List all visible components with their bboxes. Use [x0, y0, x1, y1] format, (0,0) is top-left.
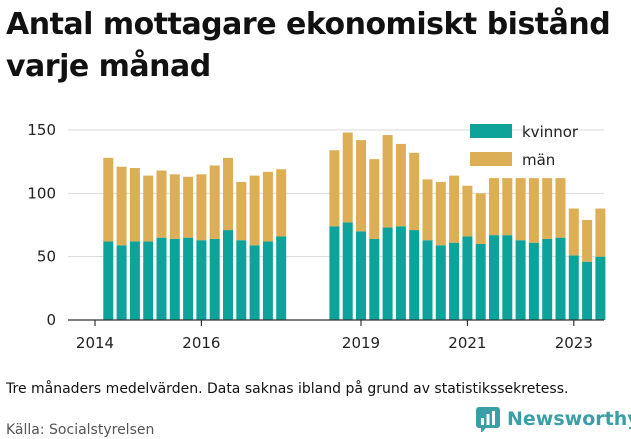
bar-kvinnor — [515, 240, 526, 320]
bar-kvinnor — [236, 240, 247, 320]
bar-man — [103, 157, 114, 242]
bar-kvinnor — [595, 256, 606, 320]
legend-label-man: män — [522, 151, 555, 169]
chart-note: Tre månaders medelvärden. Data saknas ib… — [6, 381, 569, 397]
newsworthy-logo: Newsworthy — [475, 406, 631, 432]
bar-kvinnor — [449, 242, 460, 320]
bar-kvinnor — [262, 241, 273, 320]
bar-man — [143, 175, 154, 242]
bar-kvinnor — [209, 238, 220, 320]
x-tick-label: 2014 — [76, 334, 114, 352]
bar-man — [342, 132, 353, 223]
bar-kvinnor — [143, 241, 154, 320]
x-tick-label: 2021 — [448, 334, 486, 352]
bar-man — [475, 193, 486, 244]
bar-man — [369, 159, 380, 239]
bar-kvinnor — [489, 235, 499, 320]
bar-man — [169, 174, 180, 239]
bar-man — [462, 185, 473, 237]
bar-kvinnor — [502, 235, 513, 320]
legend-swatch-kvinnor — [470, 124, 512, 138]
bar-kvinnor — [395, 226, 406, 320]
bar-man — [129, 168, 140, 242]
bars — [103, 132, 606, 320]
bar-man — [196, 174, 207, 241]
bar-kvinnor — [422, 240, 433, 320]
bar-kvinnor — [475, 244, 486, 320]
bar-kvinnor — [582, 261, 593, 320]
bar-kvinnor — [129, 241, 140, 320]
bar-man — [329, 150, 340, 227]
bar-man — [422, 179, 433, 241]
y-tick-label: 0 — [46, 311, 56, 329]
bar-kvinnor — [356, 231, 366, 320]
y-axis-labels: 0 50 100 150 — [27, 121, 56, 329]
bar-kvinnor — [382, 227, 393, 320]
bar-man — [502, 178, 513, 236]
bar-man — [209, 165, 220, 239]
bar-man — [595, 208, 606, 257]
legend-swatch-man — [470, 152, 512, 166]
bar-man — [555, 178, 566, 238]
x-tick-label: 2016 — [182, 334, 220, 352]
chart-source: Källa: Socialstyrelsen — [6, 422, 155, 438]
bar-kvinnor — [528, 242, 539, 320]
bar-man — [395, 143, 406, 227]
bar-man — [156, 170, 167, 238]
newsworthy-logo-icon — [476, 407, 500, 432]
bar-man — [262, 171, 273, 242]
chart: 0 50 100 150 2014 2016 2019 2021 2023 kvinnor m… — [27, 121, 606, 352]
bar-man — [236, 181, 247, 241]
bar-kvinnor — [276, 236, 287, 320]
bar-kvinnor — [369, 238, 380, 320]
legend-label-kvinnor: kvinnor — [522, 123, 579, 141]
bar-kvinnor — [183, 237, 194, 320]
bar-man — [223, 157, 233, 231]
bar-man — [409, 152, 420, 231]
y-tick-label: 50 — [37, 248, 56, 266]
bar-man — [249, 175, 260, 246]
bar-man — [449, 175, 460, 243]
y-tick-label: 150 — [27, 121, 56, 139]
bar-kvinnor — [568, 255, 579, 320]
bar-kvinnor — [156, 237, 167, 320]
bar-kvinnor — [196, 240, 207, 320]
bar-kvinnor — [542, 238, 553, 320]
bar-kvinnor — [116, 245, 127, 320]
bar-man — [276, 169, 287, 237]
bar-kvinnor — [342, 222, 353, 320]
bar-kvinnor — [435, 245, 446, 320]
bar-man — [382, 135, 393, 228]
bar-man — [568, 208, 579, 256]
bar-man — [435, 181, 446, 246]
bar-kvinnor — [462, 236, 473, 320]
x-tick-label: 2019 — [342, 334, 380, 352]
bar-man — [542, 178, 553, 239]
legend: kvinnor män — [470, 123, 579, 169]
bar-kvinnor — [249, 245, 260, 320]
x-axis: 2014 2016 2019 2021 2023 — [68, 319, 604, 352]
bar-man — [116, 166, 127, 246]
bar-kvinnor — [329, 226, 340, 320]
bar-man — [528, 178, 539, 243]
bar-kvinnor — [169, 238, 180, 320]
chart-title: Antal mottagare ekonomiskt bistånd varje… — [6, 7, 611, 84]
x-tick-label: 2023 — [555, 334, 593, 352]
bar-man — [183, 176, 194, 238]
bar-kvinnor — [555, 237, 566, 320]
y-tick-label: 100 — [27, 184, 56, 202]
bar-man — [515, 178, 526, 241]
newsworthy-logo-text: Newsworthy — [507, 408, 631, 430]
bar-man — [582, 219, 593, 262]
bar-kvinnor — [223, 230, 233, 320]
bar-kvinnor — [409, 230, 420, 320]
bar-man — [489, 178, 499, 236]
bar-kvinnor — [103, 241, 114, 320]
bar-man — [356, 140, 366, 232]
